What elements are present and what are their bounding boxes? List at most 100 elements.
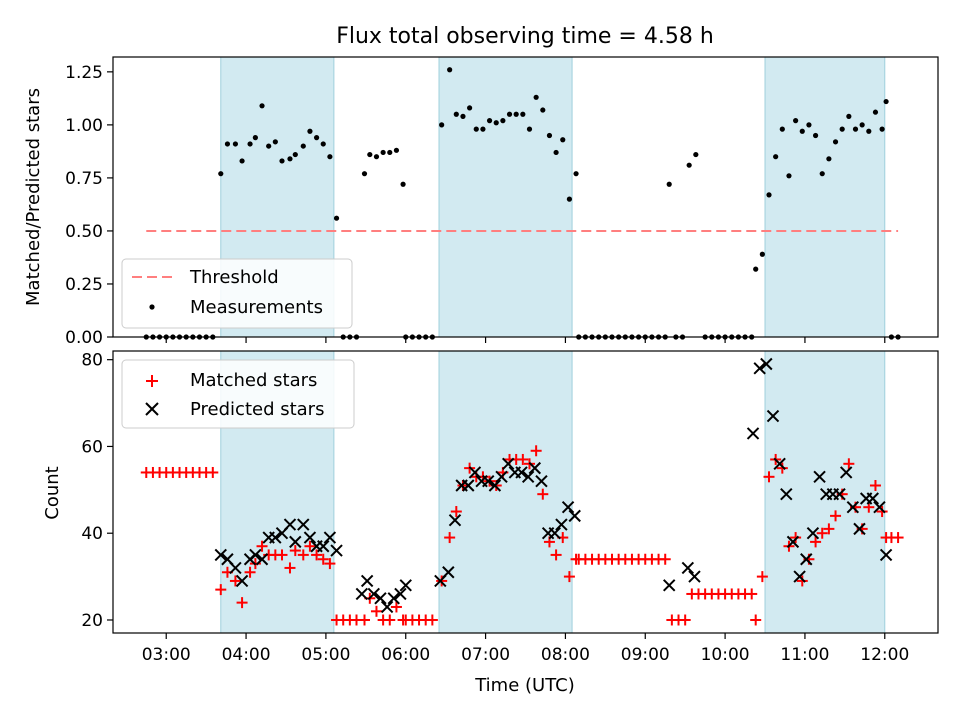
y-tick-label: 0.25	[65, 275, 103, 295]
measurement-point	[439, 122, 445, 128]
top-panel: 0.00 0.25 0.50 0.75 1.00 1.25 Matched/Predict…	[23, 56, 939, 348]
y-tick-label: 60	[81, 437, 103, 457]
matched-star-marker	[823, 523, 835, 535]
top-ylabel: Matched/Predicted stars	[23, 88, 44, 306]
x-tick-label: 07:00	[461, 645, 510, 665]
matched-star-marker	[358, 614, 370, 626]
matched-star-marker	[207, 466, 219, 478]
predicted-star-marker	[442, 566, 455, 579]
measurement-point	[832, 139, 839, 145]
matched-star-marker	[746, 588, 758, 600]
matched-star-points	[140, 445, 904, 626]
predicted-star-marker	[367, 587, 381, 601]
measurement-point	[826, 156, 832, 162]
measurement-point	[872, 109, 879, 115]
measurement-point	[506, 111, 513, 117]
predicted-star-marker	[374, 592, 387, 605]
predicted-star-marker	[255, 553, 269, 566]
predicted-star-marker	[323, 531, 337, 544]
matched-star-marker	[297, 549, 309, 561]
matched-star-marker	[390, 601, 402, 613]
predicted-star-marker	[535, 474, 548, 488]
predicted-star-points	[214, 357, 893, 614]
measurement-point	[513, 111, 519, 117]
measurement-point	[879, 126, 885, 132]
measurement-point	[852, 126, 859, 132]
measurement-point	[252, 135, 258, 141]
predicted-legend-label: Predicted stars	[190, 399, 324, 420]
matched-star-marker	[370, 605, 382, 617]
measurement-point	[526, 126, 533, 132]
y-tick-label: 0.00	[65, 328, 103, 348]
measurement-point	[819, 171, 825, 177]
predicted-star-marker	[879, 548, 893, 562]
predicted-star-marker	[873, 500, 886, 514]
matched-star-marker	[659, 553, 671, 565]
y-tick-label: 1.25	[65, 63, 103, 83]
measurement-point	[460, 113, 466, 119]
x-tick-label: 05:00	[301, 645, 350, 665]
matched-star-marker	[796, 575, 808, 587]
predicted-star-marker	[806, 527, 820, 540]
matched-star-marker	[384, 614, 396, 626]
matched-star-marker	[530, 445, 542, 457]
predicted-star-marker	[380, 600, 394, 614]
predicted-star-marker	[330, 544, 343, 557]
measurement-point	[259, 103, 265, 109]
predicted-star-marker	[548, 527, 561, 540]
measurement-point	[447, 67, 453, 73]
y-tick-label: 40	[81, 524, 103, 544]
predicted-star-marker	[766, 409, 780, 423]
measurement-points	[143, 67, 901, 340]
predicted-star-marker	[360, 574, 374, 588]
predicted-star-marker	[269, 531, 282, 544]
measurement-point	[500, 118, 506, 124]
predicted-star-marker	[780, 487, 793, 501]
predicted-star-marker	[515, 466, 528, 479]
x-tick-label: 03:00	[142, 645, 191, 665]
predicted-star-marker	[297, 518, 310, 531]
predicted-star-marker	[833, 487, 846, 501]
measurement-point	[759, 251, 765, 257]
predicted-star-marker	[399, 579, 412, 592]
chart-title: Flux total observing time = 4.58 h	[336, 24, 714, 49]
measurement-point	[393, 147, 400, 153]
measurement-point	[247, 141, 253, 147]
predicted-star-marker	[773, 457, 786, 471]
matched-star-marker	[426, 614, 438, 626]
matched-star-marker	[763, 471, 775, 483]
measurement-point	[467, 105, 473, 111]
matched-star-marker	[289, 545, 301, 557]
matched-star-marker	[830, 510, 842, 522]
matched-star-marker	[869, 479, 881, 491]
measurement-point	[292, 151, 298, 158]
measurement-point	[387, 149, 393, 156]
predicted-star-marker	[488, 479, 502, 492]
measurement-point	[320, 141, 326, 147]
measurement-point	[486, 118, 493, 124]
bottom-axis-ticks: 20 40 60 80 03:00 04:00 05:00 06:00 07:00 08:00 09…	[81, 351, 909, 665]
measurement-point	[753, 266, 759, 272]
shaded-interval	[438, 350, 573, 634]
predicted-star-marker	[800, 553, 813, 566]
matched-star-marker	[304, 540, 316, 552]
matched-star-marker	[311, 549, 323, 561]
measurement-point	[686, 162, 692, 168]
matched-star-marker	[215, 584, 227, 596]
measurement-point	[866, 128, 872, 134]
measurement-point	[333, 215, 340, 221]
y-tick-label: 0.50	[65, 222, 103, 242]
measurements-legend-label: Measurements	[190, 297, 323, 318]
measurement-point	[883, 98, 889, 105]
x-tick-label: 09:00	[621, 645, 670, 665]
predicted-star-marker	[555, 518, 568, 531]
measurement-point	[773, 154, 779, 160]
measurement-point	[272, 139, 278, 145]
predicted-star-marker	[760, 357, 773, 371]
predicted-star-marker	[521, 470, 535, 484]
matched-star-marker	[244, 566, 256, 578]
measurement-point	[361, 171, 368, 177]
predicted-star-marker	[317, 540, 330, 553]
measurements-legend-swatch	[149, 304, 155, 310]
